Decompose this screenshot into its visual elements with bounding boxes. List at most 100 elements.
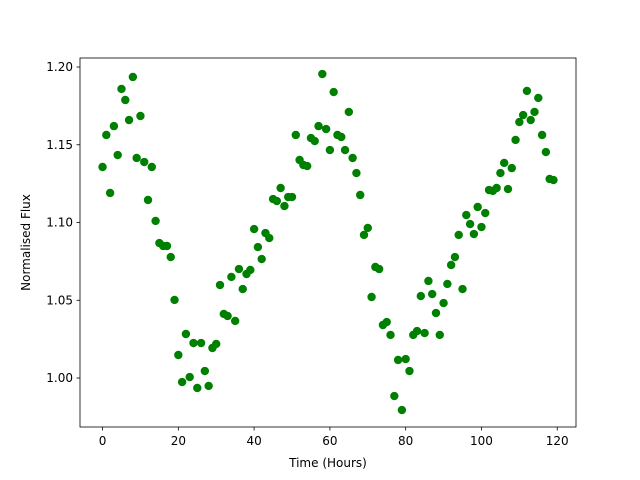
x-tick-label: 120 [546,434,569,448]
point [477,222,486,232]
point [227,272,236,282]
point [181,329,191,339]
point [276,183,285,193]
point [424,276,433,286]
point [446,260,456,270]
point [473,202,482,212]
point [420,328,429,338]
point [515,117,524,127]
point [102,130,111,140]
point [230,316,240,326]
y-tick-label: 1.15 [46,138,73,152]
point [143,195,153,205]
y-tick-label: 1.00 [46,371,73,385]
point [481,208,490,218]
point [511,135,520,145]
x-axis-label: Time (Hours) [288,456,367,470]
x-tick-label: 0 [99,434,107,448]
x-tick-label: 40 [246,434,261,448]
point [390,391,399,401]
point [329,87,338,97]
point [314,121,323,131]
point [113,150,122,160]
point [128,72,138,82]
point [541,147,551,157]
point [193,383,202,393]
point [265,233,274,243]
y-tick-label: 1.20 [46,60,73,74]
point [518,110,528,120]
point [428,289,437,299]
point [352,168,361,178]
point [234,264,244,274]
point [337,132,346,142]
point [431,308,441,318]
point [246,265,255,275]
x-tick-label: 60 [322,434,337,448]
point [318,69,327,79]
point [401,354,410,364]
point [530,107,539,117]
point [291,130,300,140]
point [310,136,319,146]
point [412,326,422,336]
point [503,184,513,194]
point [124,115,134,125]
point [105,188,115,198]
point [302,161,312,171]
point [321,124,331,134]
point [340,145,350,155]
point [537,130,547,140]
point [223,311,232,321]
point [367,292,376,302]
point [465,219,475,229]
point [549,175,558,185]
point [356,190,365,200]
point [166,252,175,262]
point [522,86,532,96]
point [454,230,463,240]
x-tick-label: 80 [398,434,413,448]
point [382,317,391,327]
point [132,153,141,163]
point [534,93,543,103]
point [348,153,357,163]
point [280,201,289,211]
point [257,254,266,264]
y-tick-label: 1.10 [46,216,73,230]
point [177,377,187,387]
point [189,338,198,348]
point [212,339,221,349]
point [253,242,263,252]
point [272,196,282,206]
point [435,330,444,340]
point [393,355,403,365]
point [405,366,414,376]
point [174,350,183,360]
plot-frame [79,57,577,428]
point [249,224,259,234]
point [344,107,354,117]
point [200,366,210,376]
point [98,162,107,172]
y-tick-label: 1.05 [46,293,73,307]
point [443,279,452,289]
x-tick-label: 20 [171,434,186,448]
point [359,230,369,240]
point [397,405,407,415]
point [507,163,516,173]
x-tick-label: 100 [470,434,493,448]
point [151,216,160,226]
point [170,295,179,305]
point [469,229,479,239]
point [136,111,145,121]
point [121,95,130,105]
point [374,264,384,274]
point [204,381,213,391]
point [147,162,157,172]
point [162,241,172,251]
point [287,192,297,202]
point [462,210,471,220]
